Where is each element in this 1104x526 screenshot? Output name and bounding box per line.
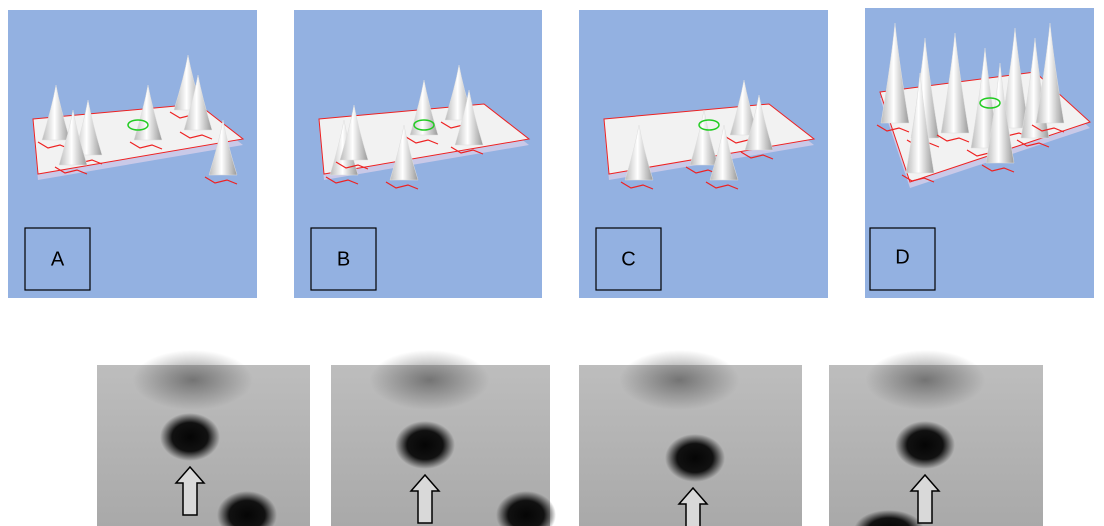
surface-panel: D [865,8,1094,298]
gel-panel [579,350,802,526]
gel-panel [331,350,556,526]
gel-images [97,350,1043,526]
gel-spot [895,421,955,469]
panel-label: B [337,248,350,270]
gel-spot [395,421,455,469]
surface-panel: C [579,10,828,298]
gel-panel [97,350,310,526]
figure: A B C D [0,0,1104,526]
gel-haze [370,350,490,410]
gel-haze [619,350,739,410]
panel-label: A [51,248,65,270]
panel-label: C [621,248,635,270]
surface-panel: A [8,10,257,298]
gel-haze [865,350,985,410]
panel-label: D [895,246,909,268]
surface-plots: A B C D [8,8,1094,298]
gel-spot [160,413,220,461]
surface-panel: B [294,10,542,298]
gel-panel [829,350,1043,526]
gel-spot [665,434,725,482]
gel-haze [133,350,253,410]
